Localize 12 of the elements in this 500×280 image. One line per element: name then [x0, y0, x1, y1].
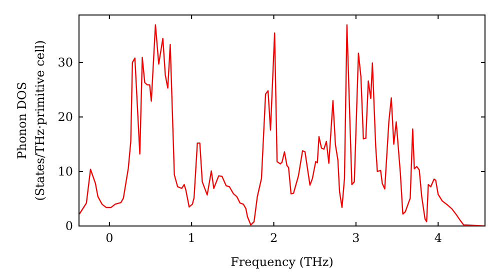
y-tick-label: 20	[58, 110, 73, 124]
x-tick-label: 3	[352, 231, 360, 245]
x-tick-label: 4	[434, 231, 442, 245]
x-tick-label: 2	[270, 231, 278, 245]
x-axis-title: Frequency (THz)	[230, 255, 334, 269]
y-tick-label: 0	[65, 219, 73, 233]
line-series	[79, 24, 485, 226]
y-tick-label: 10	[58, 164, 73, 178]
y-axis-title: Phonon DOS (States/THz·primitive cell)	[15, 40, 47, 201]
y-tick-label: 30	[58, 55, 73, 70]
x-tick-label: 0	[106, 231, 114, 245]
x-tick-label: 1	[188, 231, 196, 245]
